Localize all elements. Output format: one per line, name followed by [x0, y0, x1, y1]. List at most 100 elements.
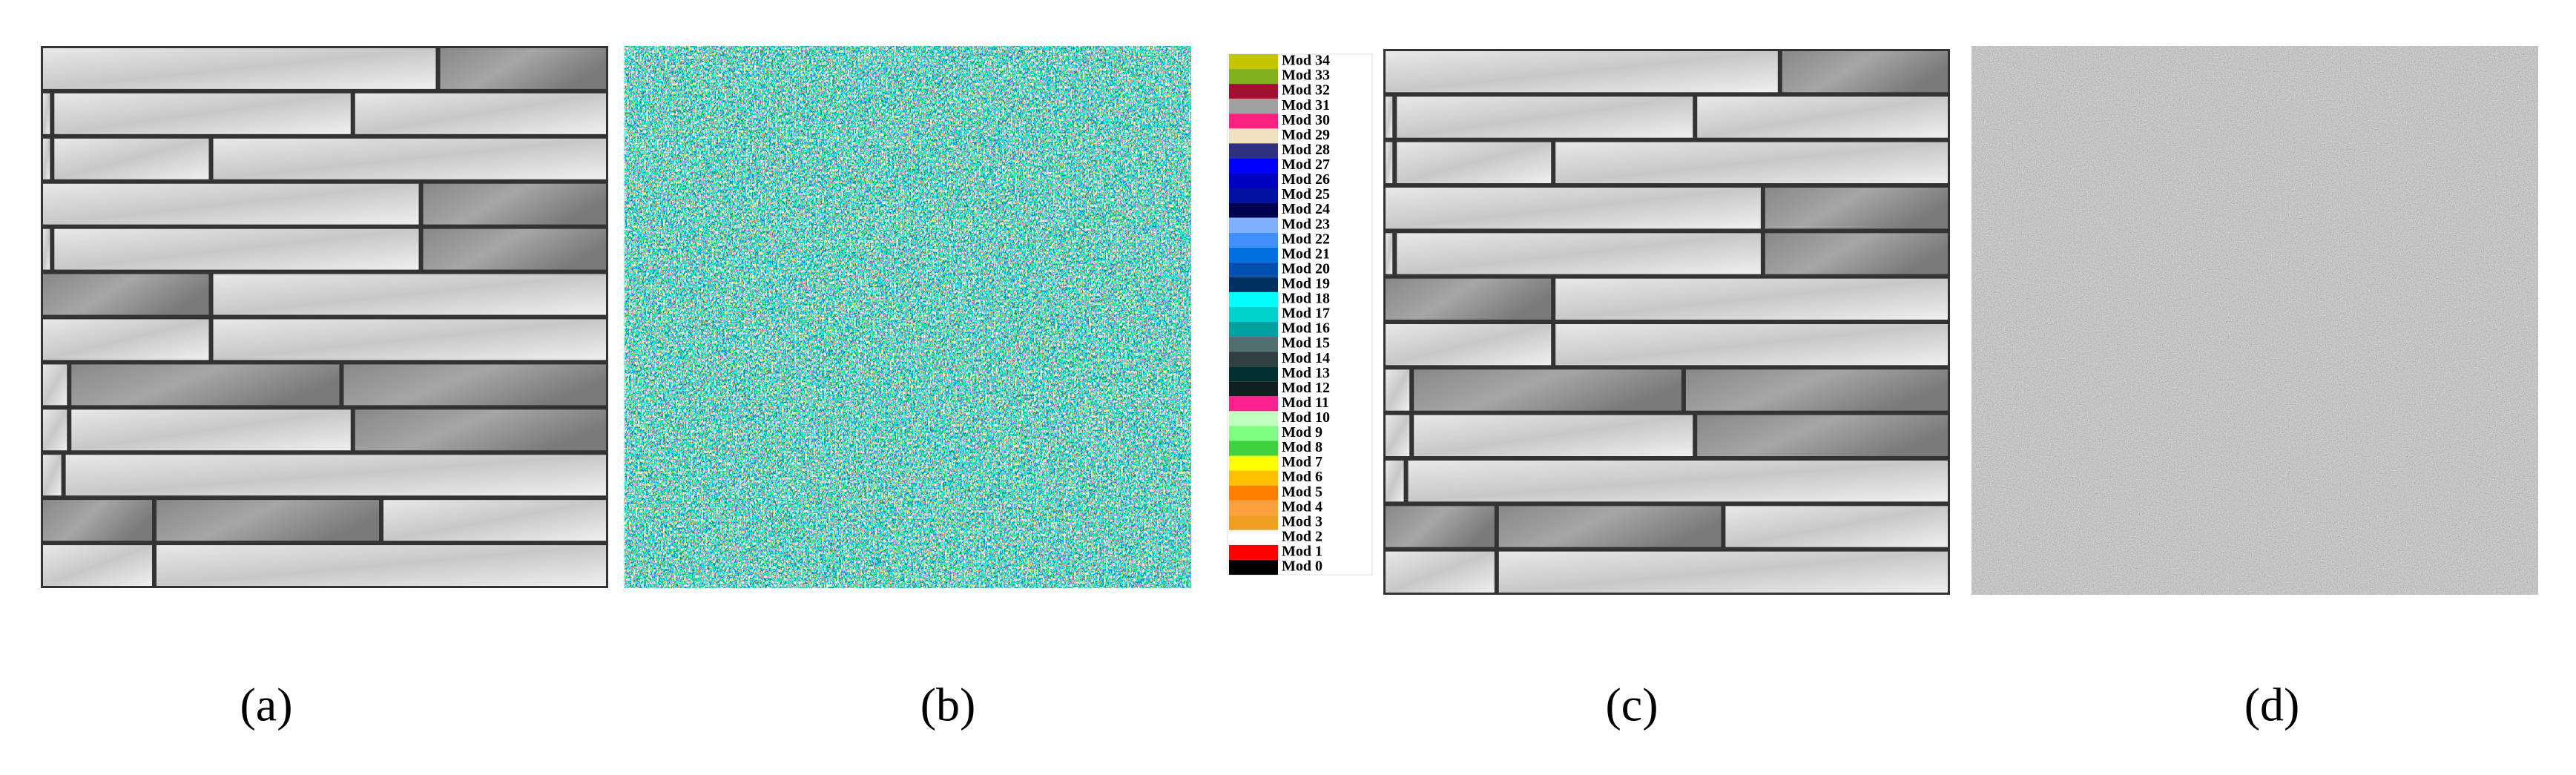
stone — [71, 409, 351, 451]
legend-label: Mod 9 — [1282, 424, 1322, 441]
stone — [1555, 278, 1948, 320]
stone — [1386, 551, 1495, 593]
legend-swatch — [1229, 113, 1278, 129]
stone — [423, 183, 606, 225]
stone — [383, 500, 606, 541]
stone — [1685, 369, 1948, 411]
legend-label: Mod 14 — [1282, 350, 1330, 366]
stone — [1765, 188, 1948, 229]
stone — [1397, 142, 1552, 183]
stone — [1386, 278, 1552, 320]
stone — [43, 545, 152, 586]
legend-swatch — [1229, 69, 1278, 85]
legend-swatch — [1229, 277, 1278, 292]
legend-swatch — [1229, 188, 1278, 203]
stone — [355, 409, 606, 451]
stone — [1386, 506, 1495, 547]
stone — [43, 228, 50, 270]
stone — [1555, 142, 1948, 183]
stone — [54, 93, 351, 134]
legend-label: Mod 31 — [1282, 97, 1330, 113]
stone — [1386, 324, 1552, 366]
legend-label: Mod 28 — [1282, 142, 1330, 158]
legend-swatch — [1229, 485, 1278, 501]
legend-swatch — [1229, 158, 1278, 174]
stone — [1386, 142, 1393, 183]
legend-swatch — [1229, 352, 1278, 367]
legend-label: Mod 7 — [1282, 454, 1322, 470]
stone — [1555, 324, 1948, 366]
stone — [43, 364, 67, 406]
stone — [213, 274, 606, 315]
legend-swatch — [1229, 411, 1278, 426]
stone — [43, 138, 50, 179]
stone — [1414, 369, 1681, 411]
stone — [1386, 233, 1393, 274]
stone — [1386, 188, 1761, 229]
stone — [213, 319, 606, 360]
legend-label: Mod 12 — [1282, 380, 1330, 396]
legend-label: Mod 32 — [1282, 82, 1330, 99]
legend-swatch — [1229, 217, 1278, 233]
panel-label: (b) — [920, 679, 976, 731]
legend-swatch — [1229, 396, 1278, 412]
legend-swatch — [1229, 426, 1278, 441]
legend-label: Mod 27 — [1282, 156, 1330, 173]
legend-swatch — [1229, 232, 1278, 248]
legend-swatch — [1229, 247, 1278, 263]
panel-d-image — [1971, 46, 2538, 595]
stone — [1498, 551, 1948, 593]
stone — [43, 183, 419, 225]
legend-label: Mod 8 — [1282, 439, 1322, 455]
stone — [43, 319, 209, 360]
legend-label: Mod 25 — [1282, 186, 1330, 202]
stone — [1414, 415, 1693, 456]
legend-swatch — [1229, 291, 1278, 307]
stone — [1386, 461, 1404, 502]
legend-label: Mod 4 — [1282, 498, 1322, 515]
residual-map — [1971, 46, 2538, 595]
legend-swatch — [1229, 202, 1278, 218]
legend-label: Mod 2 — [1282, 528, 1322, 544]
legend-label: Mod 34 — [1282, 53, 1330, 69]
legend-swatch — [1229, 366, 1278, 382]
stone — [1386, 369, 1410, 411]
legend-label: Mod 22 — [1282, 231, 1330, 247]
legend-label: Mod 23 — [1282, 216, 1330, 232]
stone — [440, 48, 606, 89]
stone — [1498, 506, 1722, 547]
stone — [157, 545, 606, 586]
stone — [355, 93, 606, 134]
legend-swatch — [1229, 262, 1278, 277]
stone — [43, 455, 62, 496]
legend-swatch — [1229, 441, 1278, 456]
stone — [43, 500, 152, 541]
legend-label: Mod 5 — [1282, 484, 1322, 500]
stone — [71, 364, 340, 406]
legend-label: Mod 15 — [1282, 335, 1330, 352]
legend-label: Mod 3 — [1282, 513, 1322, 530]
legend-label: Mod 13 — [1282, 365, 1330, 381]
legend-label: Mod 24 — [1282, 201, 1330, 217]
panel-c-image — [1383, 49, 1950, 595]
stone — [43, 409, 67, 451]
legend-swatch — [1229, 322, 1278, 337]
legend-label: Mod 1 — [1282, 544, 1322, 560]
mode-map — [625, 46, 1191, 588]
legend-label: Mod 18 — [1282, 291, 1330, 307]
stone — [423, 228, 606, 270]
panel-b-image — [625, 46, 1191, 588]
stone — [1386, 96, 1393, 138]
legend-label: Mod 21 — [1282, 245, 1330, 262]
wall-background — [1383, 49, 1950, 595]
stone — [43, 93, 50, 134]
stone — [1697, 96, 1948, 138]
stone — [157, 500, 379, 541]
stone — [43, 48, 436, 89]
legend-label: Mod 6 — [1282, 469, 1322, 485]
legend-swatch — [1229, 337, 1278, 352]
stone — [54, 228, 419, 270]
panel-label: (c) — [1605, 679, 1658, 731]
